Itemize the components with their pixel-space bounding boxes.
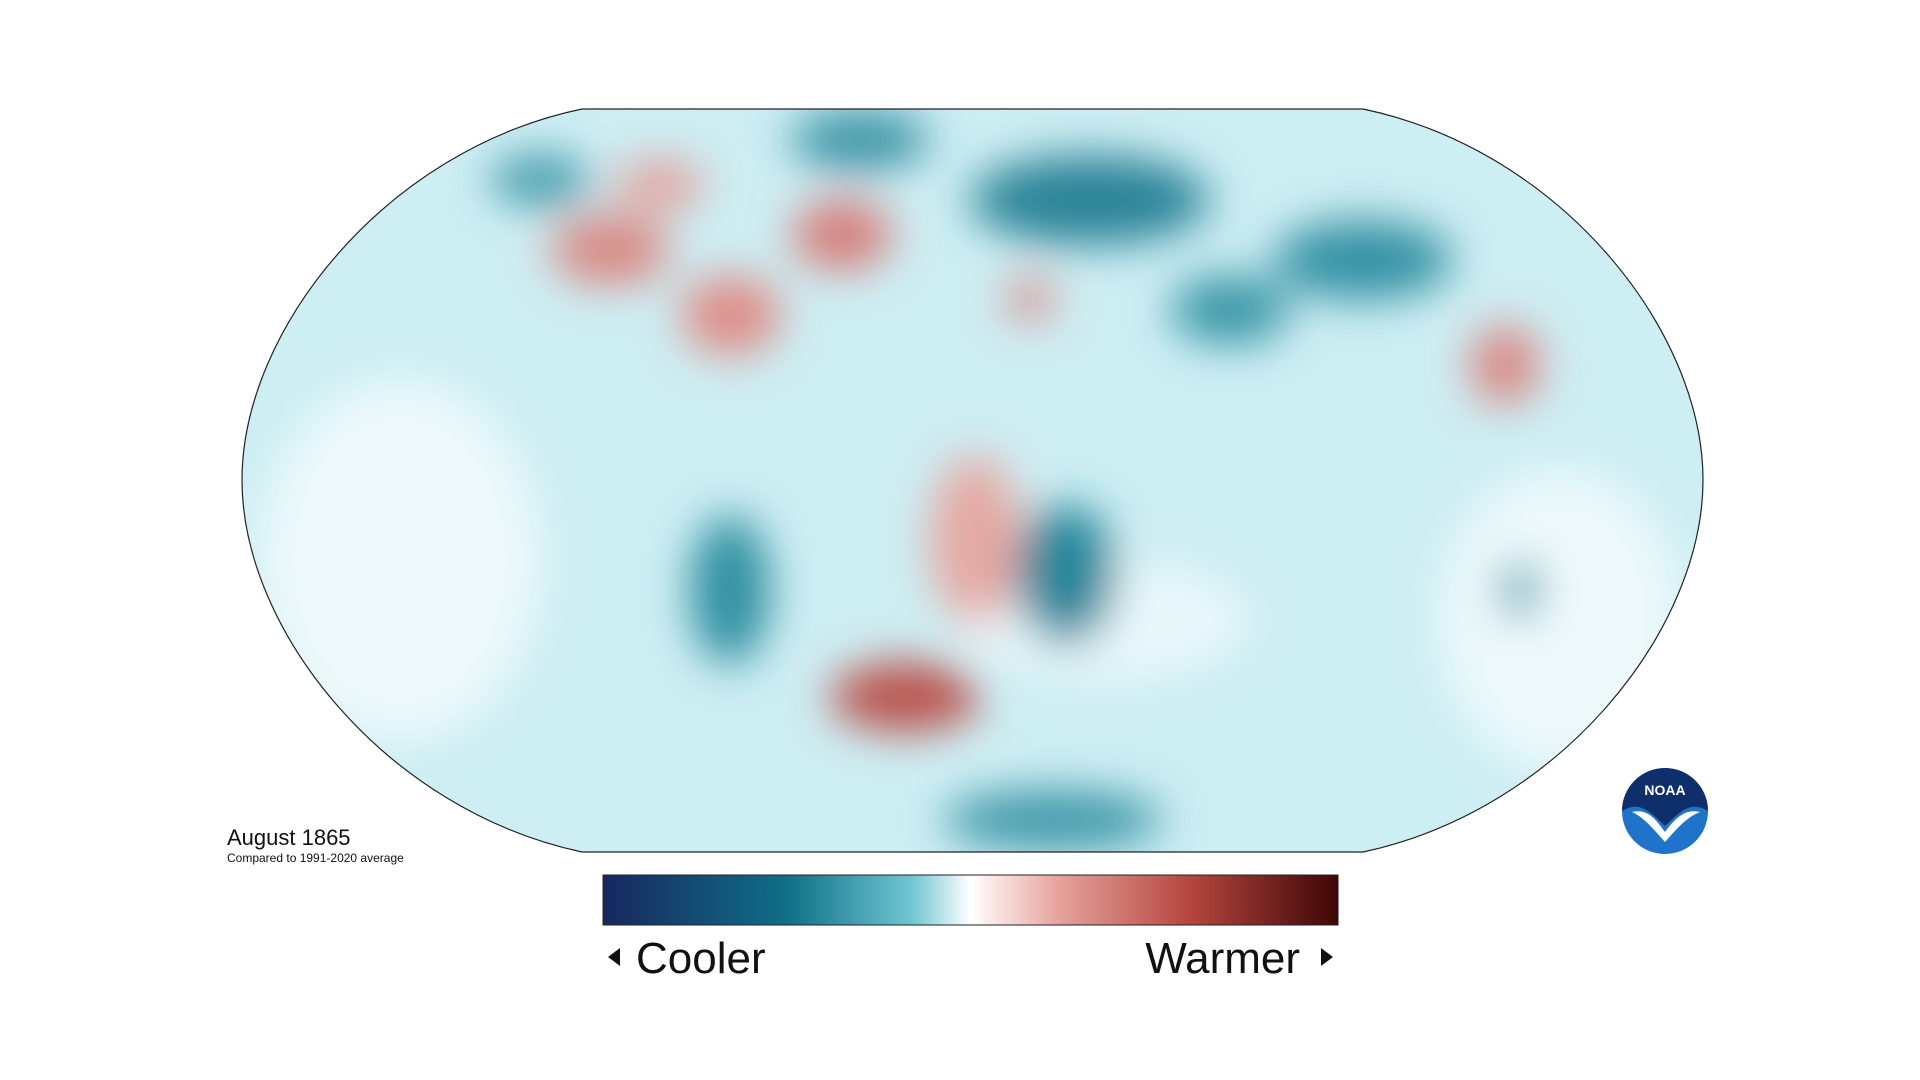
legend-high-label: Warmer	[1145, 934, 1300, 983]
color-scale	[602, 874, 1339, 926]
map-subtitle: Compared to 1991-2020 average	[227, 851, 404, 865]
map-outline	[241, 108, 1704, 853]
legend-low-label: Cooler	[636, 934, 766, 983]
map-title: August 1865	[227, 825, 351, 850]
cooler-arrow	[608, 948, 620, 966]
noaa-logo: NOAA	[1622, 768, 1708, 854]
logo-label: NOAA	[1644, 782, 1685, 798]
warmer-arrow	[1321, 948, 1333, 966]
anomaly-field	[242, 109, 1703, 852]
